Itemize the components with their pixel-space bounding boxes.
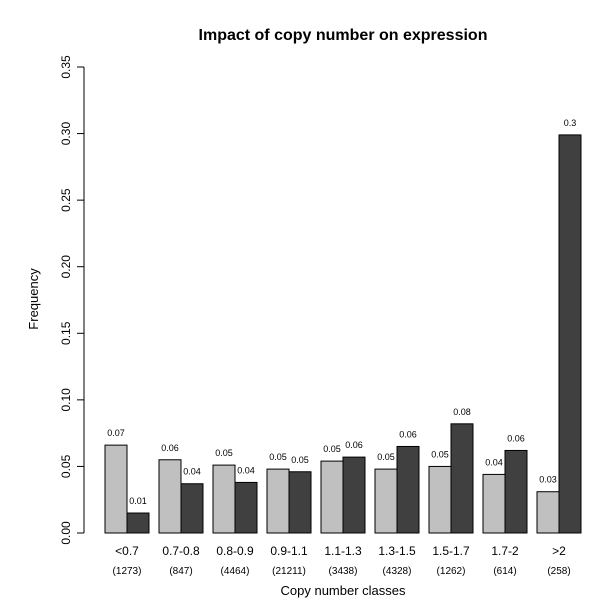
x-category-count: (614) xyxy=(493,566,516,577)
bar-labels: 0.07 0.01 0.06 0.04 0.05 0.04 0.05 0.05 0.05 0.06… xyxy=(107,118,576,506)
y-tick-label: 0.10 xyxy=(59,388,73,412)
bar-value-label: 0.08 xyxy=(453,407,471,417)
bar-dark-1 xyxy=(180,483,204,534)
x-category-label: >2 xyxy=(552,544,566,558)
x-category-count: (1273) xyxy=(113,566,142,577)
y-tick-label: 0.20 xyxy=(59,255,73,279)
bar-light-1 xyxy=(158,459,182,534)
x-category-label: 0.9-1.1 xyxy=(270,544,308,558)
bar-value-label: 0.05 xyxy=(377,452,395,462)
bar-value-label: 0.05 xyxy=(269,452,287,462)
y-tick-label: 0.35 xyxy=(59,55,73,79)
x-category-label: 1.7-2 xyxy=(491,544,519,558)
x-category-count: (847) xyxy=(169,566,192,577)
x-category-label: 0.7-0.8 xyxy=(162,544,200,558)
bar-value-label: 0.04 xyxy=(237,465,255,475)
bar-light-3 xyxy=(266,468,290,534)
y-tick-label: 0.15 xyxy=(59,321,73,345)
bar-dark-3 xyxy=(288,471,312,534)
y-tick-label: 0.30 xyxy=(59,122,73,146)
bar-light-8 xyxy=(536,491,560,534)
bar-value-label: 0.05 xyxy=(323,444,341,454)
y-tick-label: 0.25 xyxy=(59,188,73,212)
bar-light-4 xyxy=(320,460,344,534)
bar-value-label: 0.05 xyxy=(215,448,233,458)
x-category-count: (3438) xyxy=(329,566,358,577)
y-axis-label: Frequency xyxy=(26,268,41,330)
bar-light-0 xyxy=(104,444,128,534)
bar-light-5 xyxy=(374,468,398,534)
bar-value-label: 0.07 xyxy=(107,428,125,438)
bar-dark-8 xyxy=(558,134,582,534)
x-category-label: 1.5-1.7 xyxy=(432,544,470,558)
bar-value-label: 0.06 xyxy=(399,429,417,439)
bar-light-2 xyxy=(212,464,236,534)
bar-value-label: 0.06 xyxy=(507,433,525,443)
bar-dark-2 xyxy=(234,481,258,534)
bars xyxy=(104,134,582,534)
bar-dark-5 xyxy=(396,445,420,534)
y-tick-label: 0.00 xyxy=(59,521,73,545)
bar-value-label: 0.04 xyxy=(183,467,201,477)
x-categories: <0.7 (1273) 0.7-0.8 (847) 0.8-0.9 (4464) 0.9-1… xyxy=(113,544,571,577)
bar-value-label: 0.06 xyxy=(345,440,363,450)
x-category-label: <0.7 xyxy=(115,544,139,558)
y-axis: 0.00 0.05 0.10 0.15 0.20 0.25 0.30 0.35 xyxy=(59,55,85,545)
bar-dark-6 xyxy=(450,423,474,534)
x-category-label: 1.1-1.3 xyxy=(324,544,362,558)
bar-value-label: 0.03 xyxy=(539,475,557,485)
bar-value-label: 0.05 xyxy=(291,455,309,465)
x-category-label: 0.8-0.9 xyxy=(216,544,254,558)
x-category-label: 1.3-1.5 xyxy=(378,544,416,558)
x-category-count: (4464) xyxy=(221,566,250,577)
bar-dark-0 xyxy=(126,512,150,534)
x-axis-label: Copy number classes xyxy=(281,583,406,598)
bar-dark-4 xyxy=(342,456,366,534)
x-category-count: (21211) xyxy=(272,566,306,577)
x-category-count: (1262) xyxy=(437,566,466,577)
bar-value-label: 0.06 xyxy=(161,443,179,453)
bar-value-label: 0.01 xyxy=(129,496,147,506)
bar-dark-7 xyxy=(504,449,528,534)
bar-light-6 xyxy=(428,465,452,534)
x-category-count: (258) xyxy=(547,566,570,577)
bar-light-7 xyxy=(482,473,506,534)
bar-value-label: 0.3 xyxy=(564,118,577,128)
y-tick-label: 0.05 xyxy=(59,454,73,478)
bar-value-label: 0.05 xyxy=(431,449,449,459)
x-category-count: (4328) xyxy=(383,566,412,577)
bar-value-label: 0.04 xyxy=(485,457,503,467)
chart-title: Impact of copy number on expression xyxy=(199,27,488,44)
